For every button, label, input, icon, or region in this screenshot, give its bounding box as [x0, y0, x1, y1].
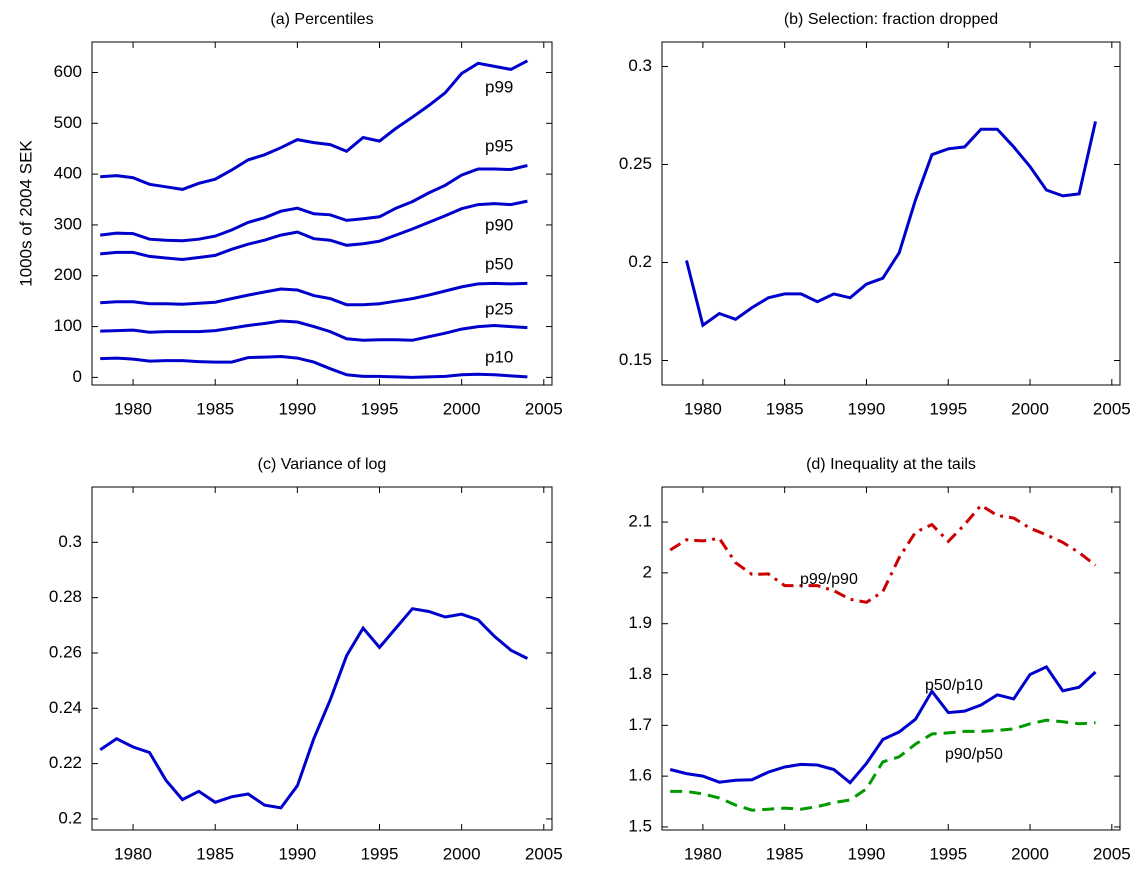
data-line	[669, 665, 1097, 785]
y-tick-label: 0.28	[49, 587, 82, 606]
y-tick-label: 0.2	[628, 252, 652, 271]
x-tick-label: 1995	[361, 844, 399, 863]
x-tick-label: 2000	[1011, 399, 1049, 418]
series-label: p95	[485, 136, 513, 155]
x-tick-label: 1985	[196, 844, 234, 863]
series-label: p99/p90	[800, 571, 858, 588]
data-line	[100, 319, 528, 342]
x-tick-label: 2005	[1093, 399, 1131, 418]
y-tick-label: 0.2	[58, 808, 82, 827]
x-tick-label: 1995	[929, 844, 967, 863]
y-tick-label: 0.3	[58, 532, 82, 551]
x-tick-label: 1985	[766, 844, 804, 863]
x-tick-label: 1995	[361, 399, 399, 418]
y-tick-label: 1.9	[628, 613, 652, 632]
series-label: p99	[485, 77, 513, 96]
y-tick-label: 0.25	[619, 154, 652, 173]
data-line	[100, 164, 528, 243]
y-tick-label: 2	[643, 562, 652, 581]
axes-box	[661, 41, 1121, 386]
y-tick-label: 1.8	[628, 664, 652, 683]
y-tick-label: 2.1	[628, 512, 652, 531]
axes-box	[91, 41, 553, 386]
series-label: p90	[485, 215, 513, 234]
y-tick-label: 0.26	[49, 642, 82, 661]
chart-title: (d) Inequality at the tails	[806, 456, 976, 473]
x-tick-label: 2005	[525, 399, 563, 418]
series-label: p50/p10	[925, 677, 983, 694]
data-line	[100, 354, 528, 379]
x-tick-label: 2005	[525, 844, 563, 863]
x-tick-label: 1985	[766, 399, 804, 418]
y-tick-label: 100	[54, 316, 82, 335]
x-tick-label: 1990	[848, 844, 886, 863]
x-tick-label: 1980	[684, 399, 722, 418]
y-tick-label: 0.15	[619, 350, 652, 369]
y-tick-label: 300	[54, 214, 82, 233]
data-line	[100, 199, 528, 262]
data-line	[685, 121, 1097, 328]
y-tick-label: 0.3	[628, 56, 652, 75]
axes-box	[661, 486, 1121, 831]
x-tick-label: 1990	[848, 399, 886, 418]
x-tick-label: 1990	[278, 844, 316, 863]
x-tick-label: 2000	[443, 399, 481, 418]
axes-box	[91, 486, 553, 831]
x-tick-label: 2005	[1093, 844, 1131, 863]
y-tick-label: 1.5	[628, 816, 652, 835]
y-tick-label: 500	[54, 113, 82, 132]
data-line	[100, 59, 529, 191]
y-axis-label: 1000s of 2004 SEK	[16, 140, 35, 287]
y-tick-label: 1.7	[628, 715, 652, 734]
x-tick-label: 1985	[196, 399, 234, 418]
x-tick-label: 2000	[443, 844, 481, 863]
y-tick-label: 1.6	[628, 766, 652, 785]
series-label: p10	[485, 347, 513, 366]
series-label: p90/p50	[945, 746, 1003, 763]
data-line	[99, 607, 529, 810]
x-tick-label: 1995	[929, 399, 967, 418]
series-label: p50	[485, 254, 513, 273]
x-tick-label: 2000	[1011, 844, 1049, 863]
data-line	[670, 718, 1096, 812]
y-tick-label: 600	[54, 62, 82, 81]
x-tick-label: 1990	[278, 399, 316, 418]
series-label: p25	[485, 299, 513, 318]
x-tick-label: 1980	[114, 844, 152, 863]
x-tick-label: 1980	[684, 844, 722, 863]
chart-title: (a) Percentiles	[270, 11, 373, 28]
x-tick-label: 1980	[114, 399, 152, 418]
y-tick-label: 0.24	[49, 698, 82, 717]
y-tick-label: 400	[54, 164, 82, 183]
y-tick-label: 200	[54, 265, 82, 284]
chart-title: (c) Variance of log	[258, 456, 387, 473]
data-line	[100, 281, 528, 307]
y-tick-label: 0.22	[49, 753, 82, 772]
data-line	[669, 503, 1097, 604]
chart-title: (b) Selection: fraction dropped	[784, 11, 998, 28]
y-tick-label: 0	[73, 367, 82, 386]
